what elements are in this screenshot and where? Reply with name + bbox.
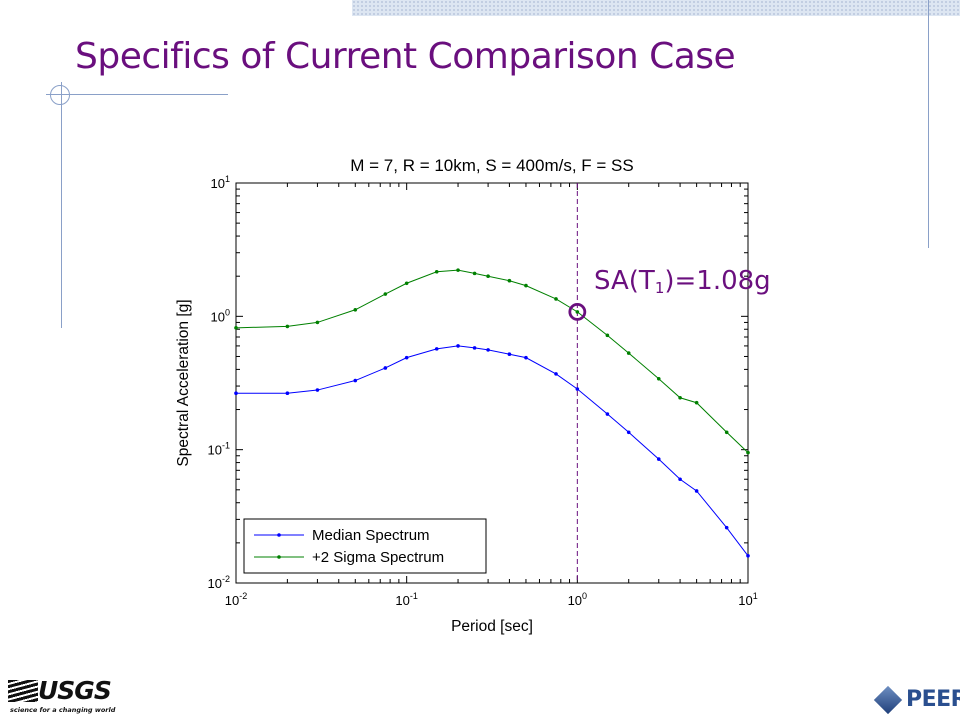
- series-0-point: [404, 355, 409, 360]
- x-tick-exponent: 0: [582, 591, 587, 601]
- legend: Median Spectrum +2 Sigma Spectrum: [243, 518, 487, 574]
- plot-frame: [235, 182, 749, 584]
- y-tick-exponent: -1: [222, 441, 230, 451]
- y-tick-exponent: 0: [225, 307, 230, 317]
- chart-title: M = 7, R = 10km, S = 400m/s, F = SS: [350, 156, 633, 175]
- sa-annotation-subscript: 1: [654, 279, 665, 297]
- series-0-point: [656, 457, 661, 461]
- legend-marker-0: [277, 533, 281, 537]
- usgs-wordmark: USGS: [38, 676, 112, 705]
- left-vertical-rule: [61, 82, 62, 328]
- series-1-point: [315, 320, 320, 325]
- usgs-wave-icon: [8, 680, 38, 702]
- y-tick-label: 100: [211, 307, 230, 324]
- x-tick-label: 100: [568, 591, 587, 608]
- legend-label-1: +2 Sigma Spectrum: [312, 549, 444, 566]
- series-1-point: [724, 430, 729, 435]
- series-1-point: [353, 307, 358, 312]
- series-0-point: [626, 430, 631, 435]
- slide-title: Specifics of Current Comparison Case: [75, 36, 736, 77]
- series-1-point: [746, 450, 750, 455]
- series-0-point: [353, 378, 358, 383]
- corner-circle-ornament: [50, 85, 70, 105]
- series-1-point: [383, 292, 388, 296]
- highlight-circle: [568, 302, 587, 321]
- series-1-point: [575, 310, 580, 314]
- minor-ticks: [235, 183, 748, 584]
- series-0-point: [746, 553, 750, 558]
- series-1-point: [285, 324, 290, 329]
- sa-annotation-value: )=1.08g: [664, 266, 771, 296]
- y-tick-label: 10-1: [208, 441, 230, 458]
- header-dotted-band: [352, 0, 960, 16]
- series-0-point: [383, 366, 388, 370]
- series-1-point: [434, 269, 439, 274]
- peer-logo: PEER: [872, 684, 960, 718]
- series-0-point: [315, 388, 320, 392]
- series-0-point: [507, 352, 512, 356]
- peer-diamond-icon: [873, 685, 903, 715]
- x-tick-exponent: -2: [239, 591, 247, 601]
- legend-label-0: Median Spectrum: [312, 527, 430, 544]
- series-1-point: [524, 283, 528, 288]
- series-1-point: [234, 326, 238, 330]
- y-tick-base: 10: [211, 176, 225, 191]
- series-0-point: [285, 391, 290, 396]
- series-1-point: [554, 297, 558, 301]
- series-1-point: [507, 278, 512, 283]
- header-vertical-rule: [928, 0, 929, 248]
- series-1-point: [656, 377, 661, 381]
- y-tick-base: 10: [208, 443, 222, 458]
- y-axis-label: Spectral Acceleration [g]: [175, 299, 192, 466]
- sa-annotation: SA(T1)=1.08g: [594, 266, 771, 297]
- x-tick-label: 10-2: [225, 591, 247, 608]
- sa-annotation-main: SA(T: [594, 266, 655, 296]
- series-0-point: [724, 525, 729, 530]
- series-0-point: [456, 344, 460, 348]
- y-tick-exponent: 1: [225, 174, 230, 184]
- usgs-tagline: science for a changing world: [10, 706, 116, 714]
- usgs-logo: USGS science for a changing world: [8, 676, 115, 716]
- series-0-point: [524, 355, 528, 360]
- series-0-point: [434, 347, 439, 351]
- legend-marker-1: [277, 555, 281, 559]
- x-tick-exponent: -1: [410, 591, 418, 601]
- series-1-point: [605, 333, 610, 338]
- legend-box: [243, 518, 487, 574]
- x-tick-base: 10: [225, 593, 239, 608]
- series-0-point: [234, 391, 238, 396]
- series-0-point: [472, 346, 477, 350]
- x-tick-label: 10-1: [395, 591, 417, 608]
- x-tick-base: 10: [568, 593, 582, 608]
- peer-wordmark: PEER: [906, 687, 960, 712]
- series-1-point: [678, 395, 682, 400]
- series-1-point: [486, 274, 490, 278]
- series-1-point: [404, 281, 409, 286]
- y-tick-label: 10-2: [208, 574, 230, 591]
- x-tick-label: 101: [738, 591, 757, 608]
- x-tick-base: 10: [395, 593, 409, 608]
- x-tick-base: 10: [738, 593, 752, 608]
- series-1-point: [472, 271, 477, 276]
- y-tick-label: 101: [211, 174, 230, 191]
- y-tick-base: 10: [211, 309, 225, 324]
- series-0-point: [678, 477, 682, 482]
- x-axis-label: Period [sec]: [451, 618, 533, 635]
- title-underline-rule: [46, 94, 228, 95]
- y-tick-exponent: -2: [222, 574, 230, 584]
- series-0-point: [554, 372, 558, 376]
- series-0-point: [605, 412, 610, 416]
- series-1-point: [694, 400, 699, 405]
- series-0-point: [575, 387, 580, 391]
- series-1-point: [626, 351, 631, 355]
- series-layer: [234, 268, 750, 558]
- series-0-point: [694, 489, 699, 493]
- series-0-point: [486, 348, 490, 352]
- series-1-point: [456, 268, 460, 272]
- x-tick-exponent: 1: [753, 591, 758, 601]
- y-tick-base: 10: [208, 576, 222, 591]
